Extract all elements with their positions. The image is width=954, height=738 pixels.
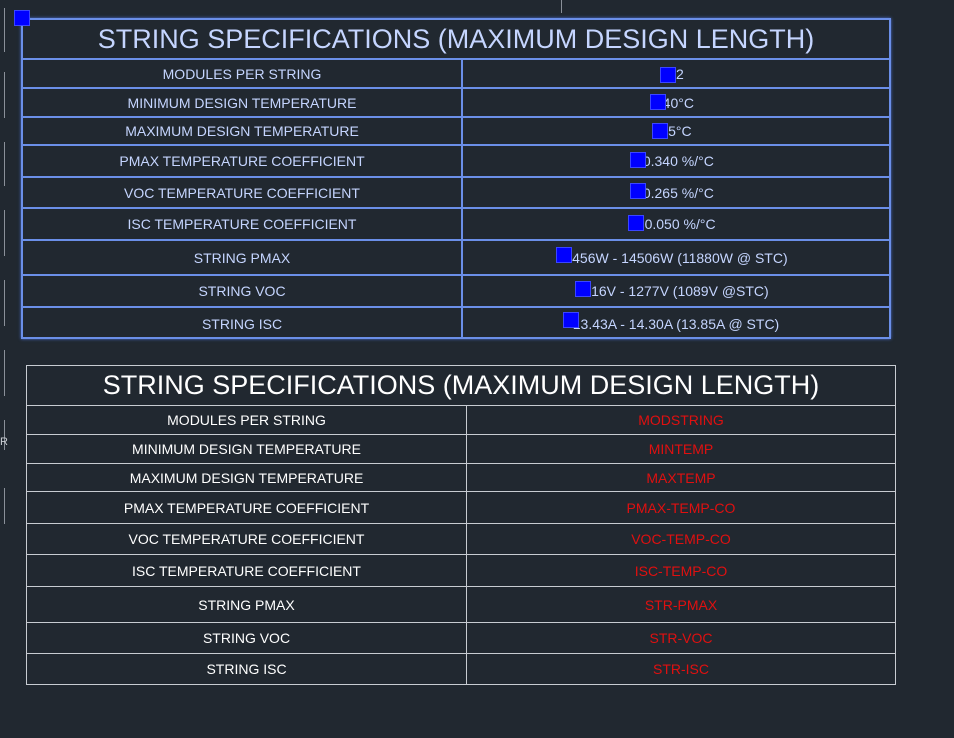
row-label: ISC TEMPERATURE COEFFICIENT <box>127 216 357 232</box>
table-row[interactable]: MODULES PER STRING MODSTRING <box>27 406 895 435</box>
field-placeholder[interactable]: VOC-TEMP-CO <box>631 531 731 547</box>
drawing-edge-line <box>4 142 5 186</box>
cell-grip[interactable] <box>630 183 646 199</box>
row-label: PMAX TEMPERATURE COEFFICIENT <box>123 499 370 516</box>
table-row[interactable]: STRING PMAX STR-PMAX <box>27 587 895 623</box>
table-row[interactable]: VOC TEMPERATURE COEFFICIENT VOC-TEMP-CO <box>27 524 895 555</box>
row-label: STRING ISC <box>201 315 283 332</box>
row-value[interactable]: 45°C <box>660 123 692 139</box>
row-value[interactable]: +0.050 %/°C <box>636 216 716 232</box>
table-row[interactable]: MAXIMUM DESIGN TEMPERATURE 45°C <box>23 118 889 146</box>
row-label: STRING VOC <box>202 630 291 646</box>
table-row[interactable]: PMAX TEMPERATURE COEFFICIENT -0.340 %/°C <box>23 146 889 178</box>
row-label: STRING PMAX <box>193 249 291 266</box>
table-row[interactable]: MINIMUM DESIGN TEMPERATURE -40°C <box>23 89 889 118</box>
drawing-edge-line <box>4 210 5 256</box>
field-placeholder[interactable]: MAXTEMP <box>646 469 716 486</box>
table-row[interactable]: STRING ISC STR-ISC <box>27 654 895 684</box>
field-placeholder[interactable]: MODSTRING <box>638 412 724 428</box>
column-divider <box>466 406 467 684</box>
row-value[interactable]: 12 <box>463 60 889 87</box>
template-spec-table[interactable]: STRING SPECIFICATIONS (MAXIMUM DESIGN LE… <box>26 365 896 685</box>
cell-grip[interactable] <box>650 94 666 110</box>
row-label: MAXIMUM DESIGN TEMPERATURE <box>125 123 359 139</box>
table-row[interactable]: VOC TEMPERATURE COEFFICIENT -0.265 %/°C <box>23 178 889 209</box>
field-placeholder[interactable]: PMAX-TEMP-CO <box>626 499 736 516</box>
row-label: VOC TEMPERATURE COEFFICIENT <box>124 184 360 201</box>
row-value[interactable]: 13.43A - 14.30A (13.85A @ STC) <box>572 315 780 332</box>
row-value[interactable]: -40°C <box>658 94 694 111</box>
row-label: STRING PMAX <box>198 596 295 613</box>
row-label: MAXIMUM DESIGN TEMPERATURE <box>129 469 364 486</box>
row-label: MINIMUM DESIGN TEMPERATURE <box>132 441 361 457</box>
selected-spec-table[interactable]: STRING SPECIFICATIONS (MAXIMUM DESIGN LE… <box>21 18 891 339</box>
column-divider <box>461 60 463 337</box>
row-label: MODULES PER STRING <box>162 65 322 82</box>
row-label: STRING ISC <box>206 661 287 677</box>
drawing-edge-line <box>4 350 5 396</box>
table-row[interactable]: STRING VOC 916V - 1277V (1089V @STC) <box>23 276 889 308</box>
row-value[interactable]: -0.265 %/°C <box>638 184 714 201</box>
edge-glyph-text: R <box>0 436 8 448</box>
drawing-edge-line <box>4 280 5 326</box>
row-value[interactable]: 916V - 1277V (1089V @STC) <box>583 283 769 299</box>
table-row[interactable]: STRING ISC 13.43A - 14.30A (13.85A @ STC… <box>23 308 889 339</box>
table-origin-grip[interactable] <box>14 10 30 26</box>
table-row[interactable]: ISC TEMPERATURE COEFFICIENT +0.050 %/°C <box>23 209 889 241</box>
drawing-edge-line <box>4 488 5 524</box>
table-row[interactable]: STRING PMAX 9456W - 14506W (11880W @ STC… <box>23 241 889 276</box>
cell-grip[interactable] <box>630 152 646 168</box>
table-row[interactable]: PMAX TEMPERATURE COEFFICIENT PMAX-TEMP-C… <box>27 492 895 524</box>
row-label: PMAX TEMPERATURE COEFFICIENT <box>119 153 365 169</box>
field-placeholder[interactable]: MINTEMP <box>648 441 714 457</box>
row-value[interactable]: -0.340 %/°C <box>638 153 714 169</box>
table-row[interactable]: STRING VOC STR-VOC <box>27 623 895 654</box>
cell-grip[interactable] <box>660 67 676 83</box>
row-value[interactable]: 9456W - 14506W (11880W @ STC) <box>564 249 788 266</box>
drawing-edge-line <box>4 8 5 52</box>
template-table-title: STRING SPECIFICATIONS (MAXIMUM DESIGN LE… <box>27 366 895 406</box>
cell-grip[interactable] <box>556 247 572 263</box>
table-row[interactable]: MINIMUM DESIGN TEMPERATURE MINTEMP <box>27 435 895 464</box>
drawing-edge-line <box>4 72 5 118</box>
field-placeholder[interactable]: ISC-TEMP-CO <box>634 562 728 579</box>
row-label: VOC TEMPERATURE COEFFICIENT <box>128 531 365 547</box>
cell-grip[interactable] <box>563 312 579 328</box>
drawing-top-tick <box>561 0 562 13</box>
row-label: MINIMUM DESIGN TEMPERATURE <box>127 94 357 111</box>
table-row[interactable]: ISC TEMPERATURE COEFFICIENT ISC-TEMP-CO <box>27 555 895 587</box>
row-label: ISC TEMPERATURE COEFFICIENT <box>132 562 361 579</box>
selected-table-title: STRING SPECIFICATIONS (MAXIMUM DESIGN LE… <box>23 20 889 60</box>
cell-grip[interactable] <box>652 123 668 139</box>
field-placeholder[interactable]: STR-VOC <box>649 630 713 646</box>
drawing-edge-line <box>4 420 5 450</box>
row-label: STRING VOC <box>198 283 286 299</box>
cell-grip[interactable] <box>628 215 644 231</box>
table-row[interactable]: MAXIMUM DESIGN TEMPERATURE MAXTEMP <box>27 464 895 492</box>
table-row[interactable]: MODULES PER STRING 12 <box>23 60 889 89</box>
field-placeholder[interactable]: STR-ISC <box>653 661 709 677</box>
row-label: MODULES PER STRING <box>167 412 326 428</box>
cell-grip[interactable] <box>575 281 591 297</box>
field-placeholder[interactable]: STR-PMAX <box>644 596 718 613</box>
